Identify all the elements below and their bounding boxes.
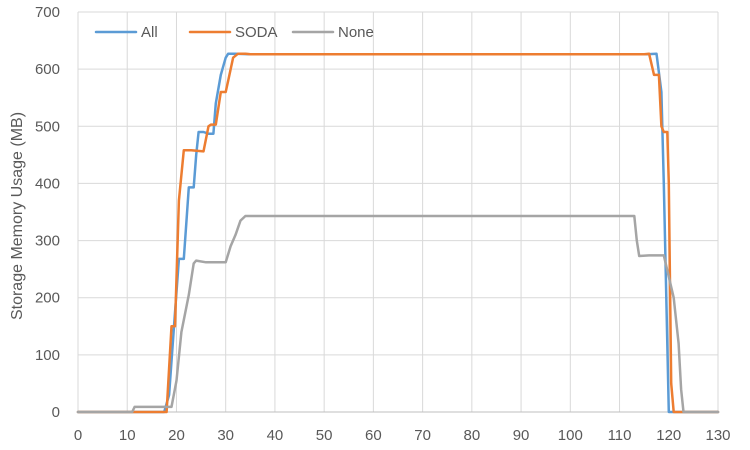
y-axis-title: Storage Memory Usage (MB) bbox=[9, 112, 26, 320]
x-tick-label: 100 bbox=[558, 427, 583, 444]
y-tick-label: 600 bbox=[35, 61, 60, 78]
x-tick-label: 40 bbox=[267, 427, 284, 444]
x-tick-label: 120 bbox=[656, 427, 681, 444]
x-tick-label: 110 bbox=[608, 427, 632, 444]
legend-label-all: All bbox=[141, 24, 158, 41]
x-tick-label: 50 bbox=[316, 427, 333, 444]
legend: All SODA None bbox=[94, 24, 374, 41]
y-tick-label: 300 bbox=[35, 233, 60, 250]
x-tick-label: 0 bbox=[74, 427, 82, 444]
x-tick-label: 20 bbox=[168, 427, 185, 444]
x-tick-label: 30 bbox=[217, 427, 234, 444]
y-tick-label: 500 bbox=[35, 118, 60, 135]
x-tick-label: 60 bbox=[365, 427, 382, 444]
series-line-none bbox=[76, 214, 720, 414]
x-tick-label: 10 bbox=[119, 427, 136, 444]
y-tick-label: 400 bbox=[35, 175, 60, 192]
x-tick-label: 70 bbox=[414, 427, 431, 444]
series-line-soda bbox=[76, 52, 720, 414]
y-tick-labels: 0 100 200 300 400 500 600 700 bbox=[35, 4, 60, 421]
x-tick-label: 80 bbox=[464, 427, 481, 444]
y-tick-label: 700 bbox=[35, 4, 60, 21]
legend-label-none: None bbox=[338, 24, 374, 41]
y-tick-label: 100 bbox=[35, 347, 60, 364]
y-tick-label: 0 bbox=[52, 404, 60, 421]
x-tick-label: 130 bbox=[705, 427, 730, 444]
x-tick-label: 90 bbox=[513, 427, 530, 444]
series-line-all bbox=[76, 52, 720, 414]
y-tick-label: 200 bbox=[35, 290, 60, 307]
grid-lines bbox=[77, 11, 719, 413]
series-layer bbox=[76, 52, 720, 414]
x-tick-labels: 0 10 20 30 40 50 60 70 80 90 100 110 120 130 bbox=[74, 427, 731, 444]
legend-label-soda: SODA bbox=[235, 24, 278, 41]
